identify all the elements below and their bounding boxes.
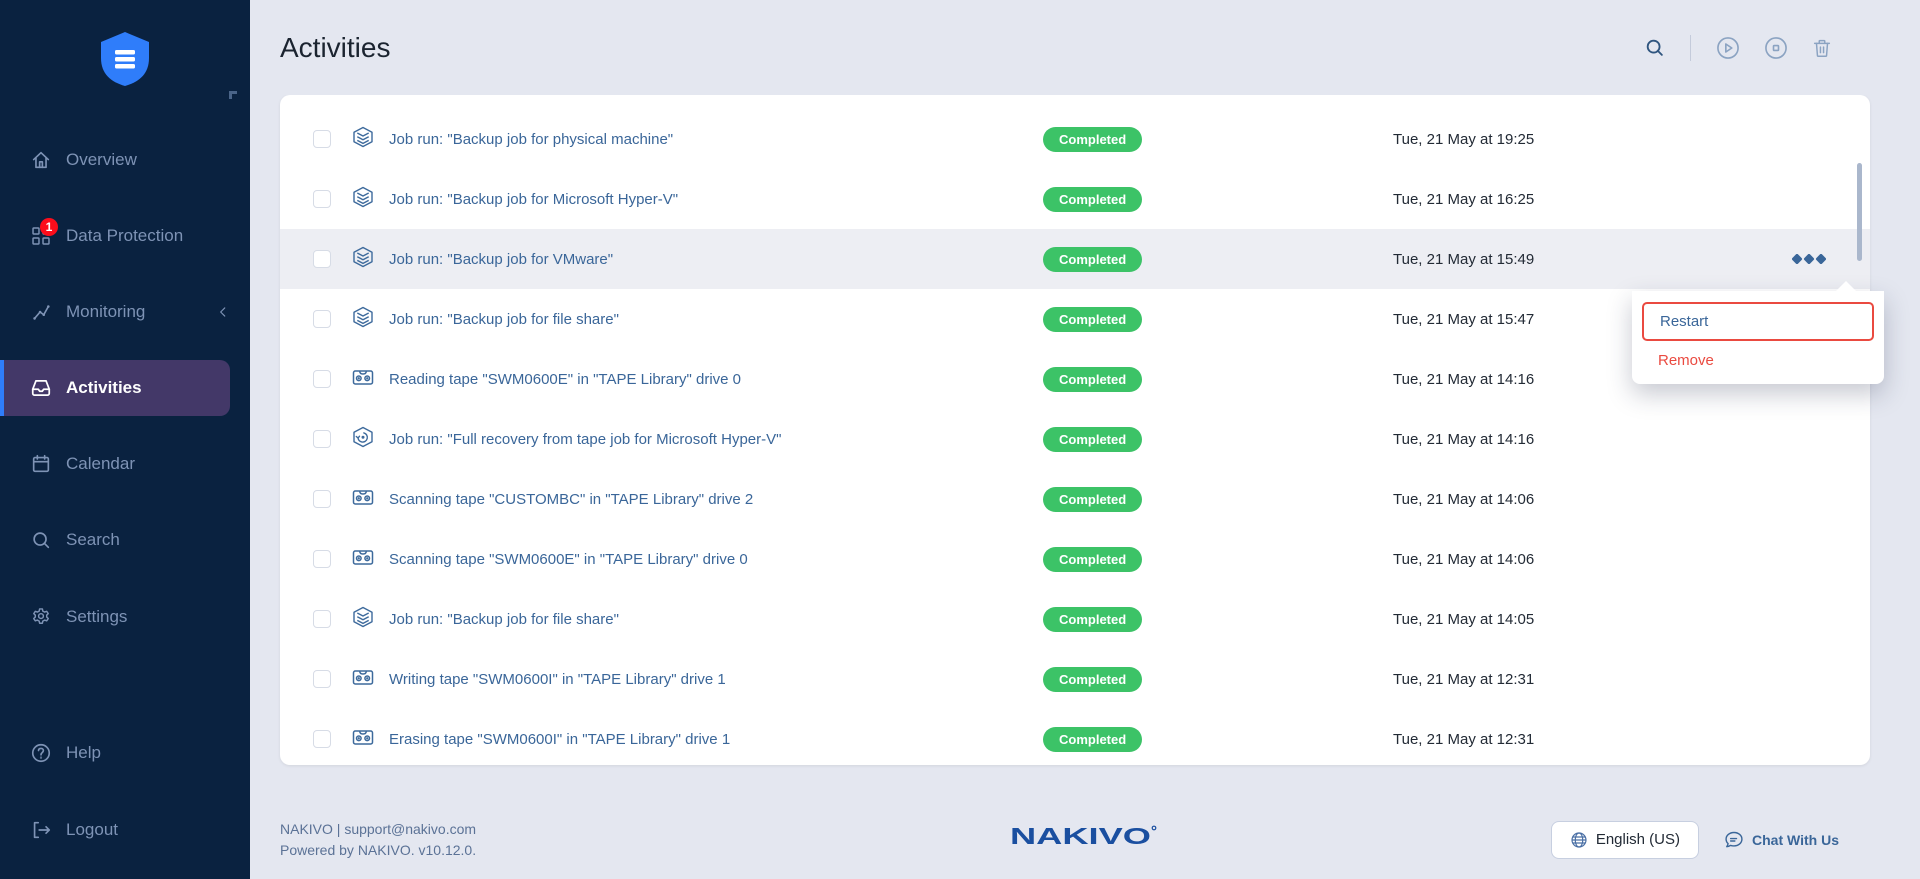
svg-text:NAKIVO: NAKIVO — [1010, 823, 1151, 849]
